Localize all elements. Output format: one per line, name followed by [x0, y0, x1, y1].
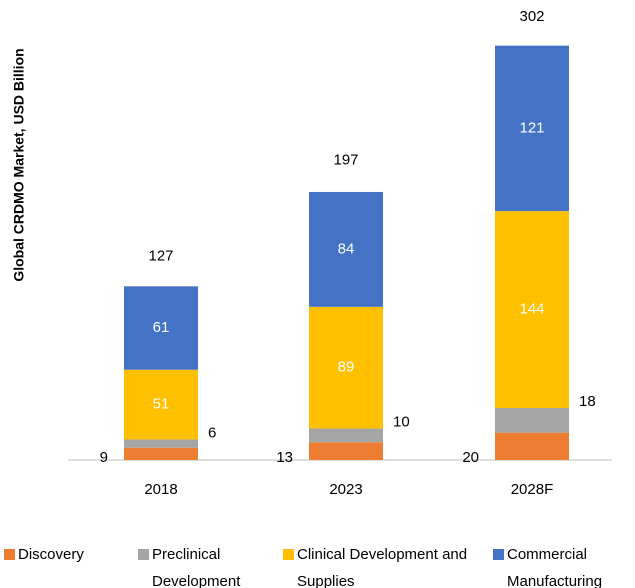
bar-segment [124, 369, 198, 440]
data-label: 20 [462, 449, 479, 466]
data-label: 9 [100, 449, 108, 466]
y-axis-label: Global CRDMO Market, USD Billion [11, 48, 27, 281]
bar-segment [309, 428, 383, 443]
total-label: 127 [148, 247, 173, 264]
data-label: 13 [276, 449, 293, 466]
data-label: 84 [338, 240, 355, 257]
legend-swatch [283, 549, 294, 560]
bar-segment [495, 432, 569, 460]
total-label: 302 [519, 8, 544, 25]
legend-item: Commercial Manufacturing [493, 541, 632, 588]
x-tick-label: 2023 [329, 481, 362, 498]
data-label: 89 [338, 359, 355, 376]
legend-item: Preclinical Development [138, 541, 270, 588]
bar-segment [124, 439, 198, 448]
legend-swatch [493, 549, 504, 560]
data-label: 18 [579, 393, 596, 410]
chart: Global CRDMO Market, USD Billion 9 6 51 61 1… [11, 8, 612, 498]
legend-label: Clinical Development and Supplies [297, 546, 468, 588]
bar-segment [309, 306, 383, 429]
x-tick-label: 2018 [144, 481, 177, 498]
legend-label: Commercial Manufacturing [507, 546, 603, 588]
bar-segment [309, 191, 383, 307]
total-label: 197 [333, 152, 358, 169]
x-tick-label: 2028F [511, 481, 554, 498]
bar-segment [495, 408, 569, 433]
bar-segment [124, 447, 198, 460]
legend-item: Clinical Development and Supplies [283, 541, 477, 588]
data-label: 6 [208, 424, 216, 441]
legend-label: Discovery [18, 546, 84, 563]
legend-item: Discovery [4, 541, 128, 568]
data-label: 61 [153, 319, 170, 336]
data-label: 51 [153, 396, 170, 413]
legend-label: Preclinical Development [152, 546, 241, 588]
data-label: 121 [519, 119, 544, 136]
data-label: 144 [519, 301, 544, 318]
bar-segment [495, 45, 569, 212]
legend-swatch [138, 549, 149, 560]
bar-segment [124, 286, 198, 370]
bar-segment [495, 211, 569, 409]
bar-segment [309, 442, 383, 460]
legend-swatch [4, 549, 15, 560]
data-label: 10 [393, 414, 410, 431]
